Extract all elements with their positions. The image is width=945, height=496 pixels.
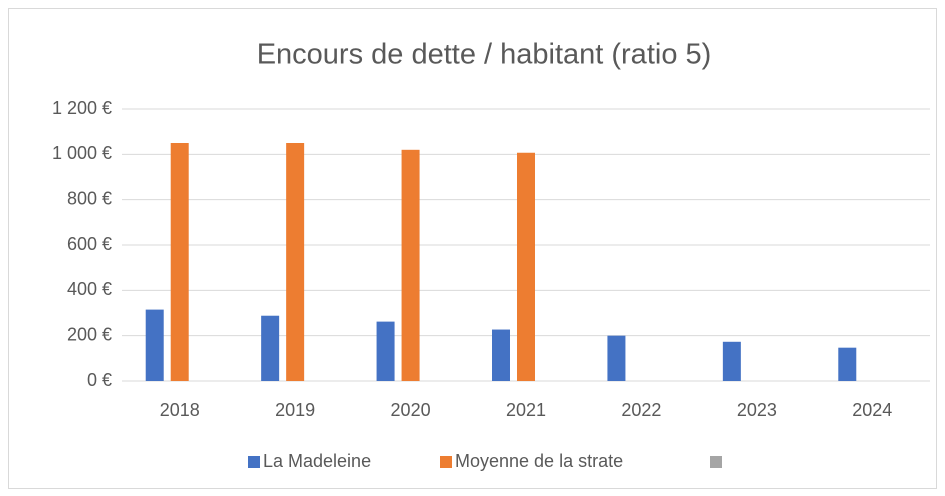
bar <box>286 143 305 381</box>
bar <box>170 143 189 381</box>
x-tick-label: 2022 <box>621 400 661 420</box>
x-tick-label: 2020 <box>391 400 431 420</box>
y-tick-label: 0 € <box>87 370 112 390</box>
legend-swatch <box>710 456 722 468</box>
x-tick-label: 2018 <box>160 400 200 420</box>
chart-border <box>8 8 937 489</box>
x-tick-label: 2023 <box>737 400 777 420</box>
bar <box>838 347 857 381</box>
x-tick-label: 2021 <box>506 400 546 420</box>
y-tick-label: 600 € <box>67 234 112 254</box>
bar <box>261 315 280 381</box>
chart-title: Encours de dette / habitant (ratio 5) <box>257 39 712 71</box>
y-tick-label: 1 000 € <box>52 143 112 163</box>
x-tick-label: 2024 <box>852 400 892 420</box>
bar <box>401 149 420 381</box>
bar <box>607 335 626 381</box>
bar <box>492 329 510 381</box>
bar <box>145 309 164 381</box>
bar <box>722 341 741 381</box>
y-tick-label: 200 € <box>67 324 112 344</box>
y-tick-label: 400 € <box>67 279 112 299</box>
y-tick-label: 1 200 € <box>52 98 112 118</box>
legend-swatch <box>440 456 452 468</box>
legend-label: Moyenne de la strate <box>455 451 623 471</box>
bar <box>517 152 535 381</box>
y-tick-label: 800 € <box>67 188 112 208</box>
legend-swatch <box>248 456 260 468</box>
bar <box>376 321 395 381</box>
legend-label: La Madeleine <box>263 451 371 471</box>
x-tick-label: 2019 <box>275 400 315 420</box>
